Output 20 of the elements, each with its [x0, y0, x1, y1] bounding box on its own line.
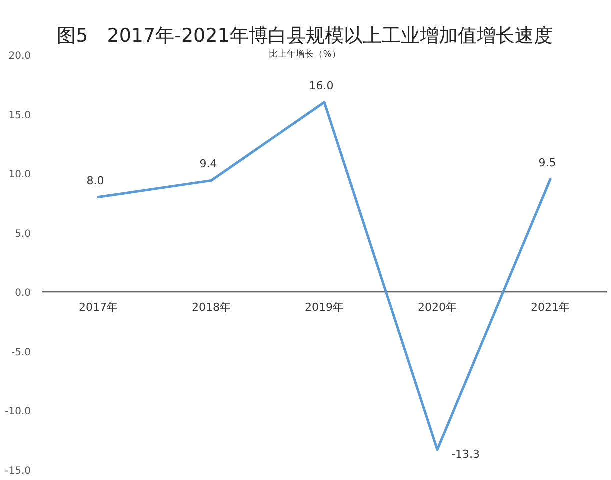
y-tick-label: 10.0 [8, 170, 31, 181]
text: 8.0 [86, 174, 104, 188]
chart-title: 图5 2017年-2021年博白县规模以上工业增加值增长速度 [57, 25, 553, 47]
y-tick-label: 0.0 [15, 288, 31, 300]
text: -13.3 [452, 448, 480, 461]
y-tick-label: -15.0 [5, 466, 31, 477]
x-tick-label: 2017年 [79, 301, 118, 314]
x-tick-label: 2019年 [305, 301, 344, 314]
y-tick-label: 5.0 [15, 228, 31, 240]
text: 9.5 [538, 156, 556, 170]
text: 9.4 [200, 158, 218, 171]
text: 16.0 [309, 79, 334, 92]
y-tick-label: 20.0 [8, 51, 31, 62]
x-tick-label: 2021年 [531, 301, 570, 314]
x-tick-label: 2018年 [192, 301, 231, 314]
y-tick-label: -10.0 [5, 406, 31, 418]
x-tick-label: 2020年 [418, 301, 457, 314]
y-tick-label: 15.0 [8, 110, 31, 122]
y-tick-label: -5.0 [11, 347, 31, 358]
chart-subtitle: 比上年增长（%） [269, 49, 341, 60]
